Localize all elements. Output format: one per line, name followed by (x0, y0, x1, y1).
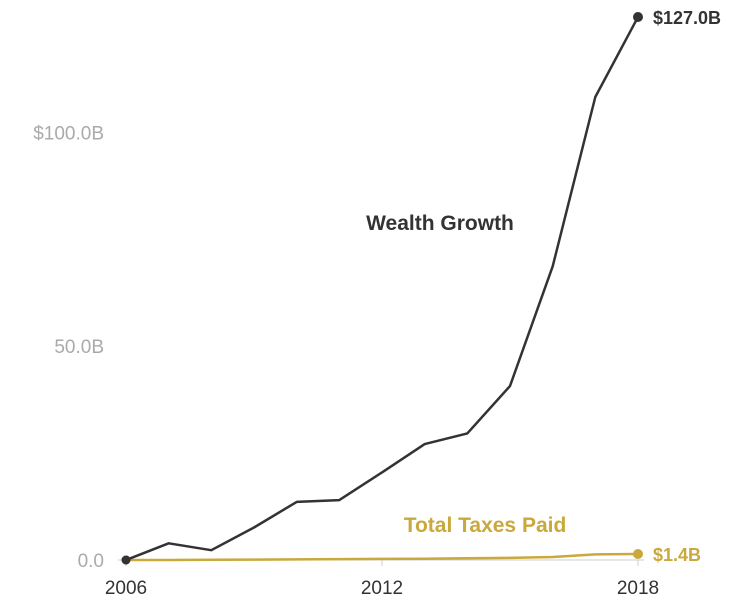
wealth-growth-end-value-label: $127.0B (653, 8, 721, 28)
x-tick-label: 2018 (617, 578, 659, 599)
total-taxes-paid-line (124, 552, 640, 562)
total-taxes-paid-end-point (633, 549, 643, 560)
total-taxes-paid-end-value-label: $1.4B (653, 545, 701, 565)
x-tick-label: 2006 (105, 578, 147, 599)
wealth-growth-end-point (633, 12, 643, 22)
y-tick-label: $100.0B (33, 123, 104, 144)
series-layer (121, 12, 643, 565)
wealth-growth-series-label: Wealth Growth (366, 212, 514, 235)
total-taxes-paid-series-label: Total Taxes Paid (404, 514, 567, 537)
y-tick-label: 0.0 (78, 551, 104, 572)
wealth-growth-start-point (121, 555, 131, 565)
axis-layer: 0.0 50.0B $100.0B 2006 2012 2018 (33, 123, 659, 599)
wealth-growth-line (124, 15, 640, 562)
label-layer: $127.0B $1.4B Wealth Growth Total Taxes Pai… (366, 8, 721, 565)
x-tick-label: 2012 (361, 578, 403, 599)
y-tick-label: 50.0B (54, 337, 104, 358)
